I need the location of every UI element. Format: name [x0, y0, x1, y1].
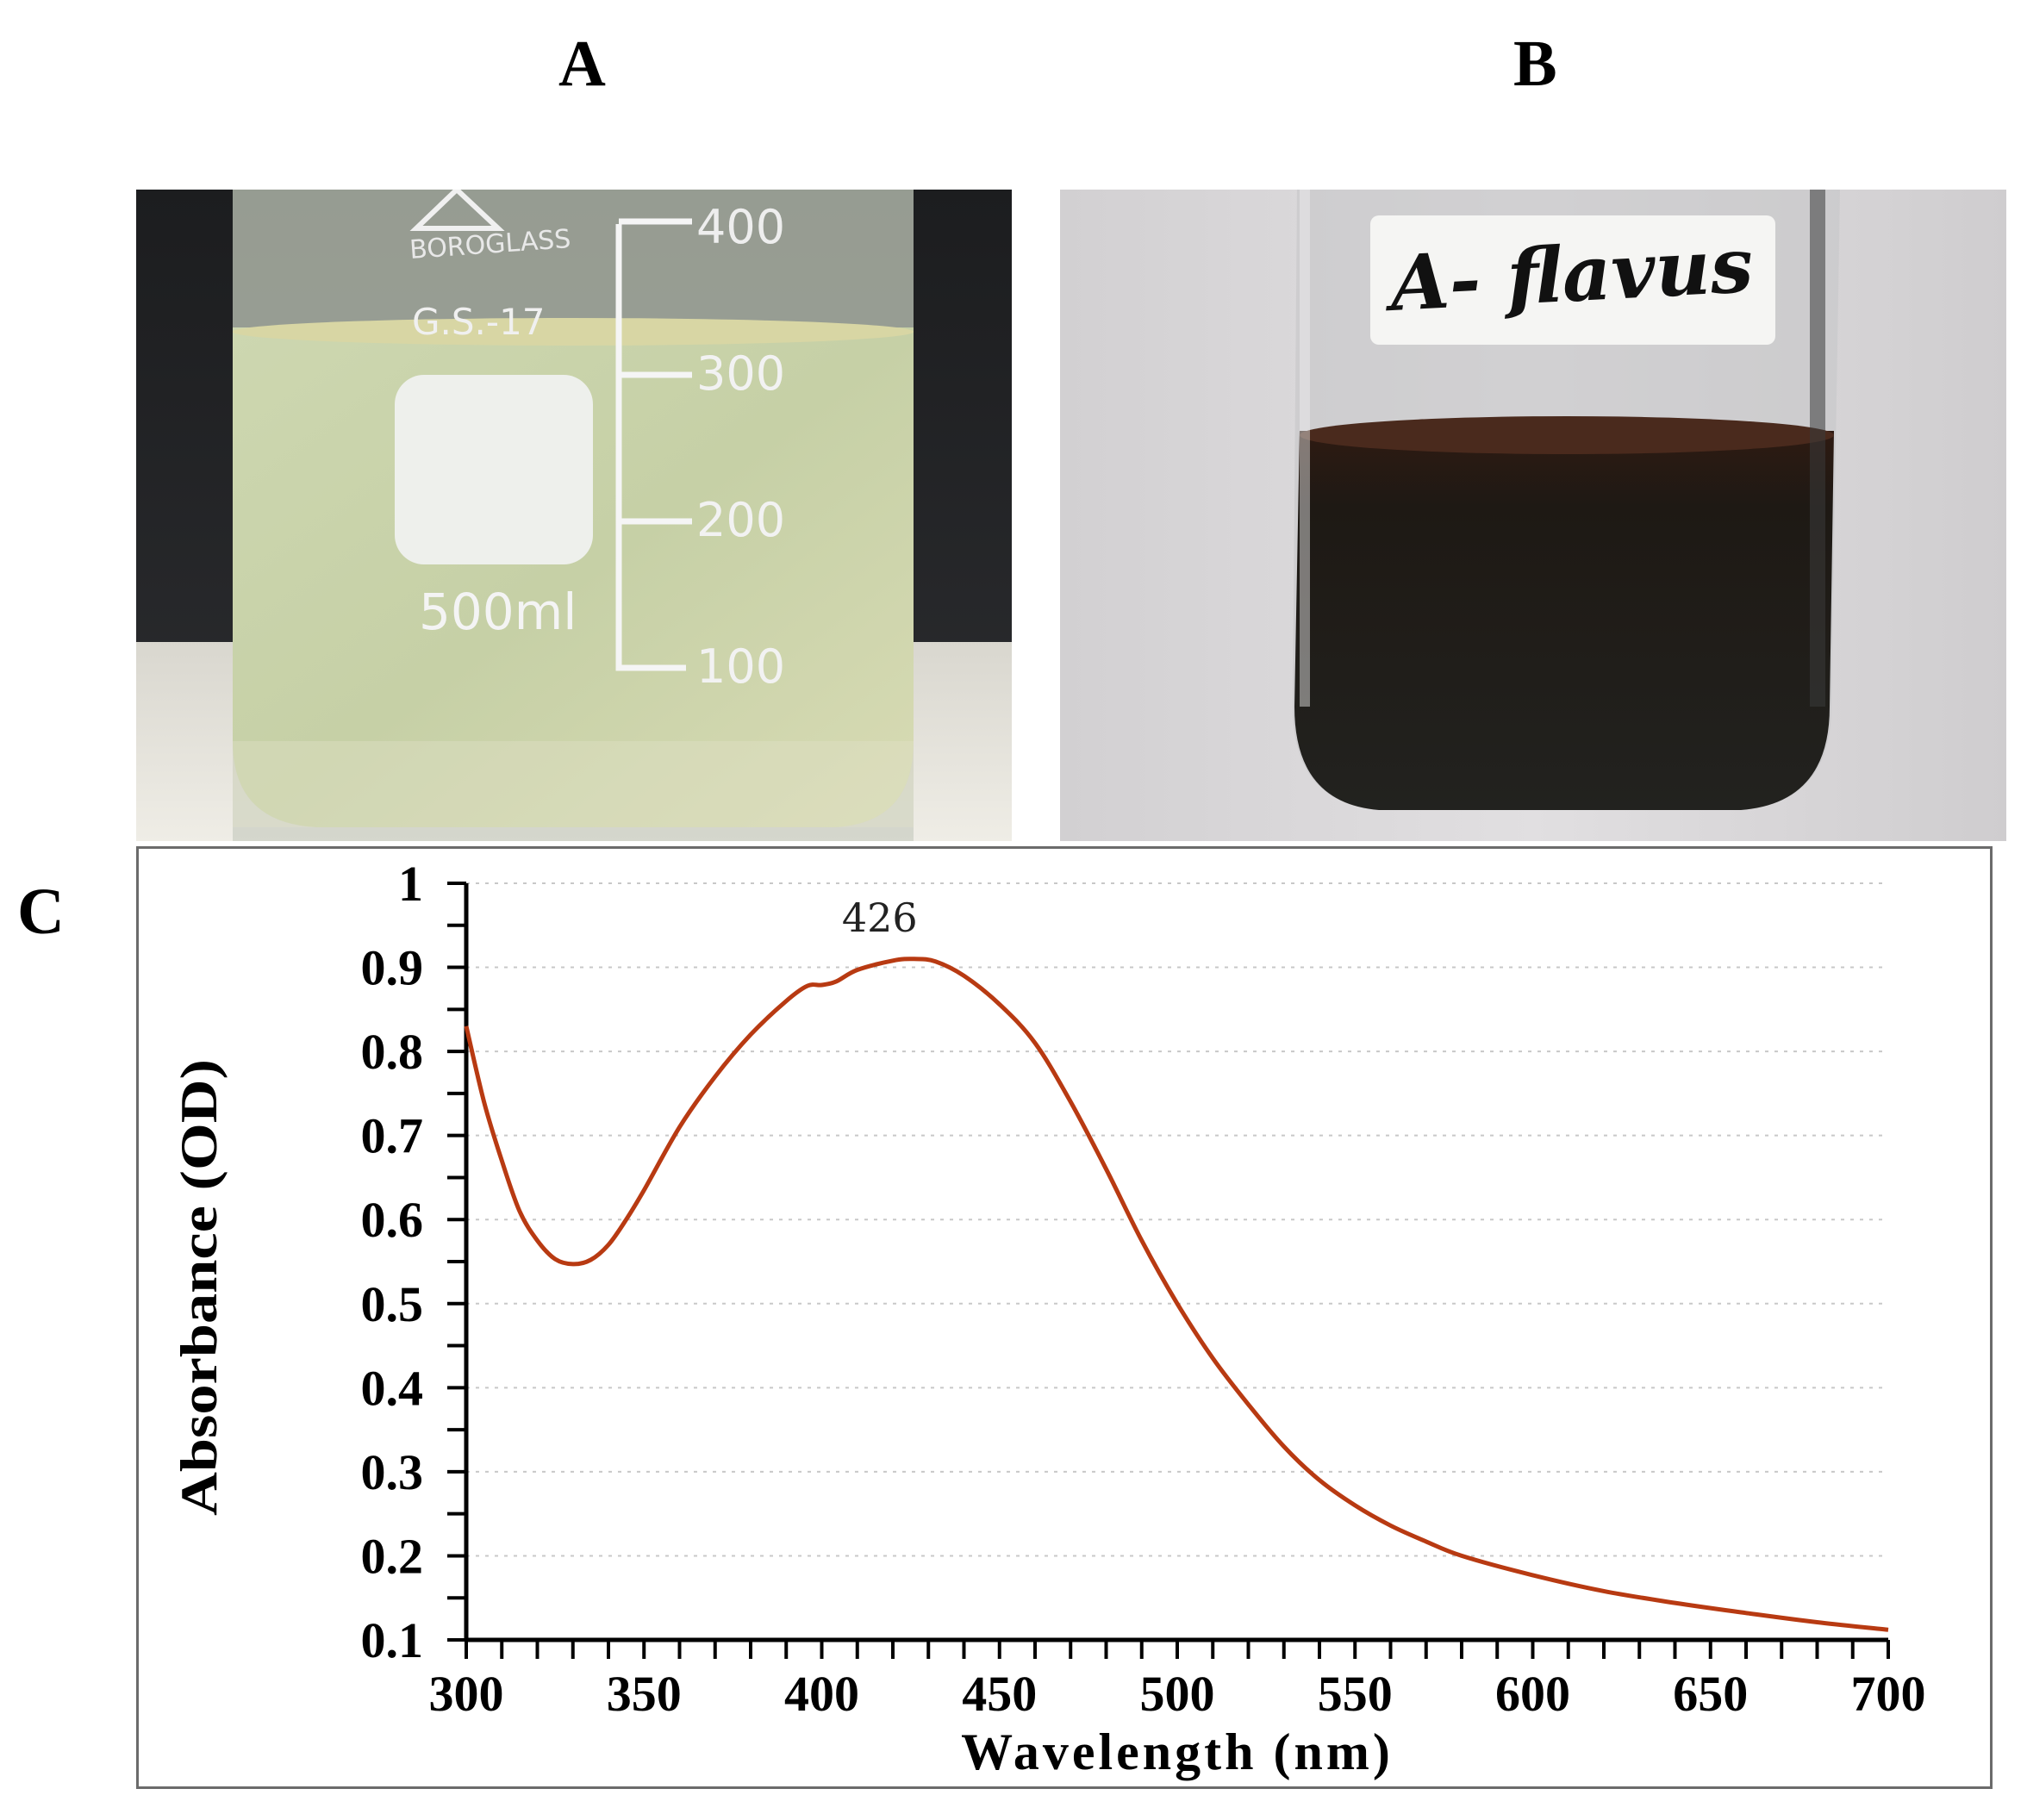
- absorbance-series-line: [464, 957, 1889, 1632]
- x-axis-title: Wavelength (nm): [961, 1723, 1394, 1780]
- x-tick-label: 700: [1851, 1666, 1926, 1722]
- grad-label-100: 100: [696, 639, 785, 694]
- x-tick-label: 300: [429, 1666, 504, 1722]
- y-axis-title: Absorbance (OD): [171, 1059, 228, 1516]
- panel-label-b: B: [1513, 28, 1557, 100]
- y-tick-label: 0.3: [361, 1444, 424, 1500]
- grad-label-300: 300: [696, 346, 785, 401]
- y-tick-label: 0.7: [361, 1108, 424, 1164]
- grad-label-400: 400: [696, 200, 785, 254]
- y-tick-label: 0.8: [361, 1024, 424, 1080]
- panel-label-a: A: [558, 28, 606, 100]
- beaker-photo: 400 300 200 100 BOROGLASS G.S.-17 500ml: [136, 190, 1012, 841]
- bottle-label-text: A- flavus: [1382, 220, 1756, 328]
- x-tick-label: 400: [784, 1666, 859, 1722]
- y-tick-label: 0.5: [361, 1276, 424, 1332]
- x-tick-label: 550: [1318, 1666, 1393, 1722]
- panel-label-c: C: [17, 876, 65, 948]
- x-tick-label: 600: [1495, 1666, 1570, 1722]
- peak-annotation: 426: [842, 894, 918, 941]
- x-tick-label: 450: [962, 1666, 1037, 1722]
- bottle-photo: A- flavus: [1060, 190, 2006, 841]
- y-tick-label: 0.6: [361, 1192, 424, 1248]
- y-tick-label: 0.2: [361, 1528, 424, 1584]
- uv-vis-absorbance-chart: 0.1 0.2 0.3 0.4 0.5 0.6 0.7 0.8 0.9 1 300 350 400 450…: [171, 856, 1926, 1780]
- beaker-code-text: G.S.-17: [412, 301, 546, 343]
- x-tick-label: 500: [1140, 1666, 1215, 1722]
- chart-frame: 0.1 0.2 0.3 0.4 0.5 0.6 0.7 0.8 0.9 1 300 350 400 450…: [136, 846, 1993, 1789]
- y-tick-label: 1: [398, 856, 423, 912]
- x-tick-label: 350: [607, 1666, 682, 1722]
- beaker-volume-text: 500ml: [419, 583, 577, 641]
- y-tick-label: 0.4: [361, 1360, 424, 1416]
- y-tick-label: 0.9: [361, 940, 424, 996]
- x-tick-label: 650: [1673, 1666, 1748, 1722]
- y-tick-label: 0.1: [361, 1612, 424, 1668]
- grad-label-200: 200: [696, 493, 785, 547]
